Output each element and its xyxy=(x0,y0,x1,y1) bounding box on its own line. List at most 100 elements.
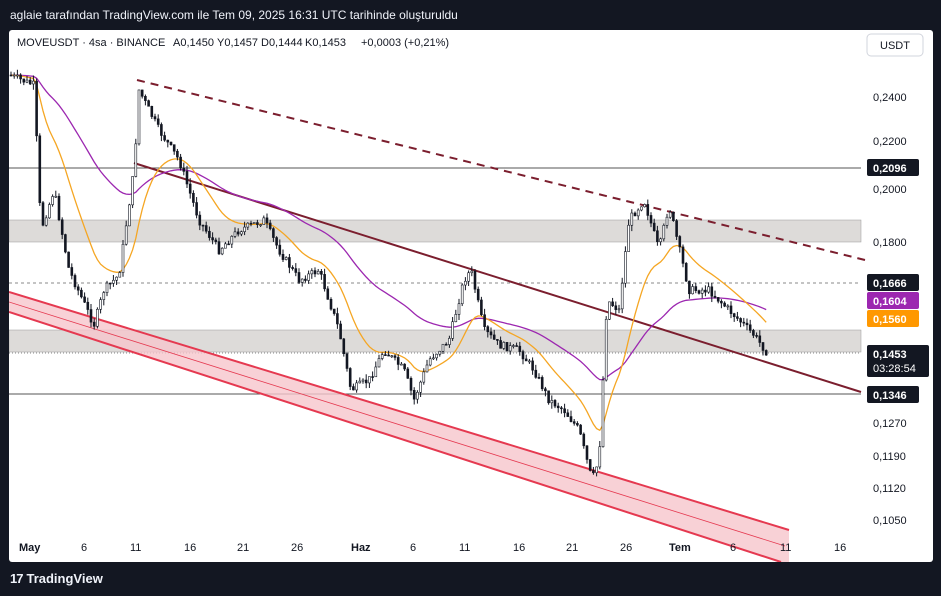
candle-body xyxy=(217,241,221,255)
candle-body xyxy=(688,280,691,295)
candle-body xyxy=(649,215,653,224)
candle-body xyxy=(70,267,74,276)
legend-close: K0,1453 xyxy=(305,37,346,49)
candle-body xyxy=(240,231,243,235)
candle-body xyxy=(182,167,186,172)
candle-body xyxy=(550,400,554,404)
candle-body xyxy=(464,280,467,286)
tradingview-mark-icon: 17 xyxy=(10,571,24,586)
candle-body xyxy=(44,217,48,226)
price-chart[interactable]: MOVEUSDT · 4sa · BINANCE A0,1450 Y0,1457… xyxy=(9,30,933,562)
ema-slow-line xyxy=(10,74,767,381)
candle-body xyxy=(633,212,637,217)
tradingview-logo[interactable]: 17 TradingView xyxy=(10,571,103,586)
candle-body xyxy=(739,318,742,323)
candle-body xyxy=(553,400,557,407)
candle-body xyxy=(457,303,461,315)
candle-body xyxy=(643,204,646,208)
price-axis[interactable]: 0,2400 0,2200 0,2000 0,1800 0,1270 0,119… xyxy=(873,92,907,527)
candle-body xyxy=(86,301,90,310)
candle-body xyxy=(704,289,707,293)
candle-body xyxy=(476,288,480,301)
candle-body xyxy=(342,338,346,355)
candle-body xyxy=(419,381,422,393)
candle-body xyxy=(339,323,342,340)
candle-body xyxy=(166,139,170,143)
candle-body xyxy=(441,343,445,352)
candle-body xyxy=(204,225,208,232)
currency-button-label[interactable]: USDT xyxy=(880,40,910,52)
candle-body xyxy=(560,407,563,410)
candle-body xyxy=(12,74,16,77)
candle-body xyxy=(620,282,624,310)
candle-body xyxy=(80,289,83,298)
currency-button[interactable]: USDT xyxy=(866,33,924,57)
candle-body xyxy=(710,286,714,297)
candle-body xyxy=(617,308,621,311)
tradingview-brand: TradingView xyxy=(26,571,103,586)
candle-body xyxy=(291,267,294,269)
candle-body xyxy=(422,371,426,383)
candle-body xyxy=(611,301,614,307)
price-tick: 0,1050 xyxy=(873,515,907,527)
candle-body xyxy=(467,272,470,282)
candle-body xyxy=(294,268,298,273)
candle-body xyxy=(534,369,538,378)
candle-body xyxy=(256,222,259,225)
candle-body xyxy=(758,335,762,343)
candle-body xyxy=(144,96,147,101)
price-labels: 0,2096 0,1666 0,1604 0,1560 0,1453 03:28… xyxy=(867,159,929,403)
candle-body xyxy=(112,279,115,284)
candle-body xyxy=(358,380,362,384)
time-label: Tem xyxy=(669,542,691,554)
price-label-1560-bg xyxy=(867,310,919,327)
candle-body xyxy=(156,118,160,125)
candle-body xyxy=(582,433,586,447)
candle-body xyxy=(384,354,387,356)
candle-body xyxy=(652,222,656,232)
candle-body xyxy=(662,225,666,240)
candle-body xyxy=(409,378,413,391)
candle-body xyxy=(678,236,682,248)
price-label-1666-bg xyxy=(867,274,919,291)
candle-body xyxy=(243,226,246,232)
candle-body xyxy=(35,80,38,137)
candle-body xyxy=(592,470,595,474)
candle-body xyxy=(371,376,374,378)
channel-lower-line xyxy=(9,311,782,562)
candle-body xyxy=(387,354,390,357)
candle-body xyxy=(41,202,45,226)
time-label: 21 xyxy=(237,542,249,554)
candle-body xyxy=(748,324,752,331)
candle-body xyxy=(483,314,486,327)
price-tick: 0,2200 xyxy=(873,136,907,148)
candle-body xyxy=(697,290,701,294)
candle-body xyxy=(736,316,739,319)
candle-body xyxy=(73,275,77,288)
price-tick: 0,2000 xyxy=(873,184,907,196)
candle-body xyxy=(83,296,86,303)
candle-body xyxy=(160,124,163,136)
descending-channel xyxy=(9,291,790,562)
price-tick: 0,1800 xyxy=(873,237,907,249)
candle-body xyxy=(764,350,768,356)
time-axis[interactable]: May 6 11 16 21 26 Haz 6 11 16 21 26 Tem … xyxy=(19,542,846,554)
time-label: 6 xyxy=(410,542,416,554)
currency-button-frame[interactable] xyxy=(866,33,924,57)
candle-body xyxy=(502,342,506,349)
candle-body xyxy=(460,284,464,305)
chart-panel[interactable]: MOVEUSDT · 4sa · BINANCE A0,1450 Y0,1457… xyxy=(9,30,933,562)
candle-body xyxy=(499,340,502,349)
candle-body xyxy=(569,416,573,422)
candle-body xyxy=(297,272,301,283)
candle-body xyxy=(108,282,112,285)
candle-body xyxy=(723,302,726,307)
time-label: 11 xyxy=(130,542,141,554)
candle-body xyxy=(304,278,307,281)
candle-body xyxy=(355,382,358,391)
channel-mid-line xyxy=(9,301,786,547)
candle-body xyxy=(393,355,397,358)
support-zone xyxy=(9,329,862,353)
price-tick: 0,2400 xyxy=(873,92,907,104)
candle-body xyxy=(656,230,659,243)
